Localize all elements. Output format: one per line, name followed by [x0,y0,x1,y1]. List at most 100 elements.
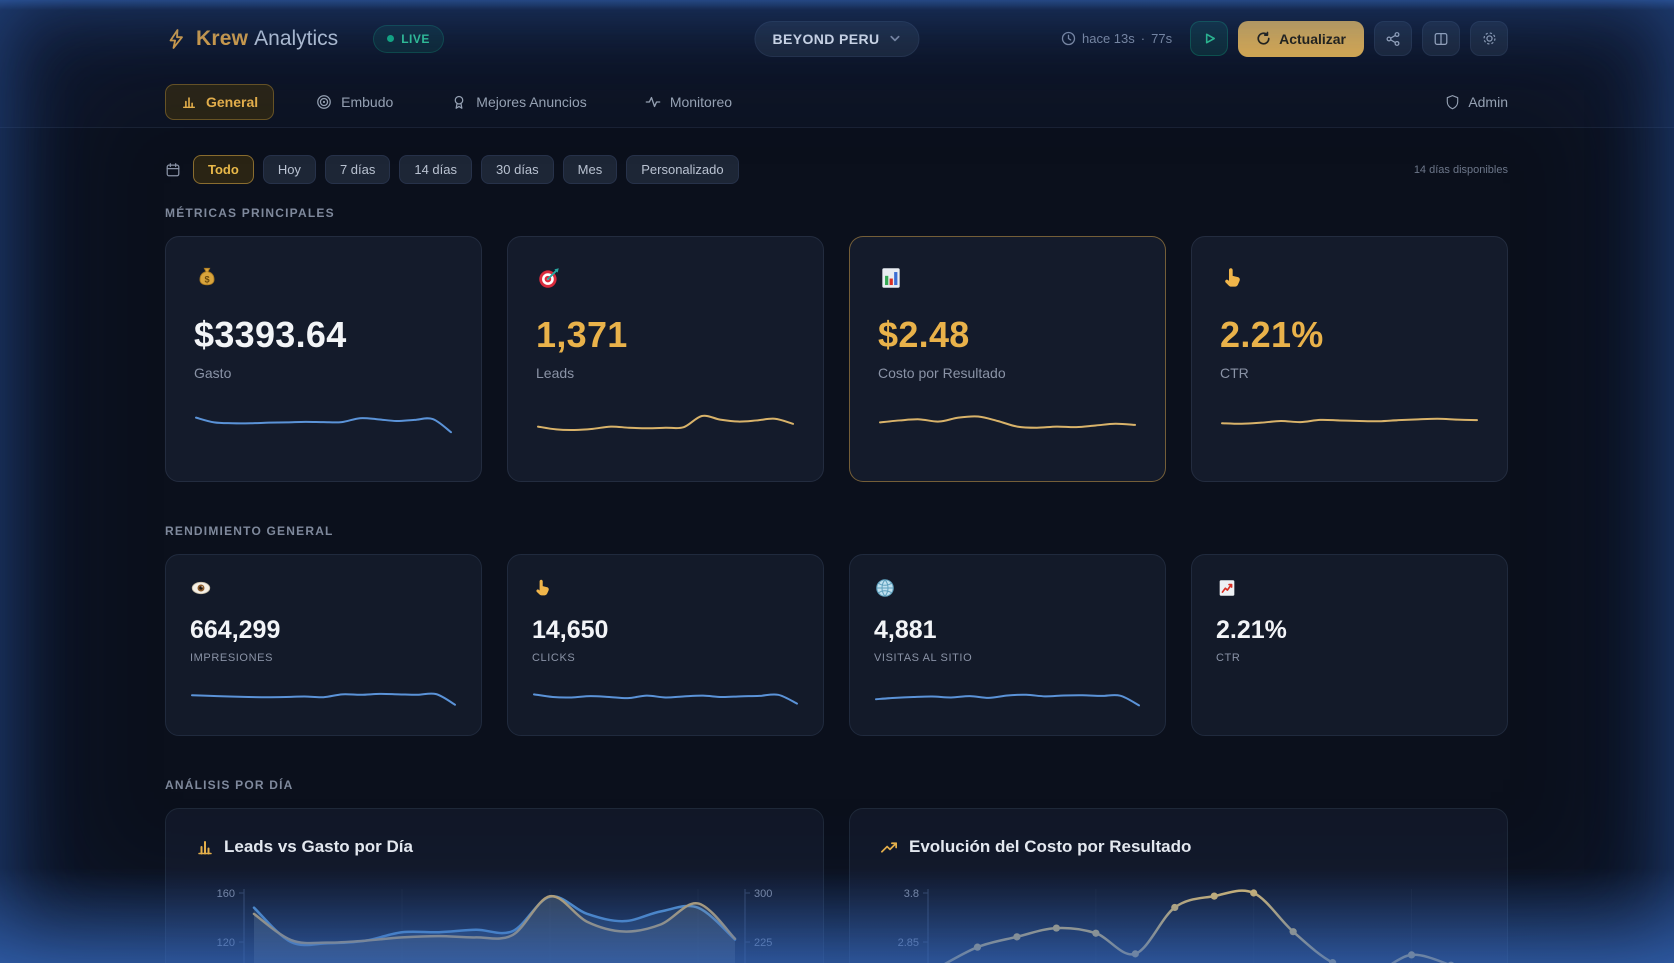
daily-charts-grid: Leads vs Gasto por Día 16012080400300225… [165,808,1508,963]
metric-value: $2.48 [878,314,970,355]
sparkline-chart [874,682,1141,712]
chart-title: Leads vs Gasto por Día [224,837,413,856]
play-button[interactable] [1190,21,1229,56]
metrics-grid: $ $3393.64 Gasto 1,371 Leads $2.48 Cost [165,236,1508,482]
filter-14-dias[interactable]: 14 días [399,155,473,184]
admin-menu[interactable]: Admin [1445,94,1508,110]
live-badge: LIVE [373,24,444,53]
performance-label: CLICKS [532,652,576,664]
target-icon [316,94,332,110]
shield-icon [1445,94,1460,110]
bar-chart-gold-icon [196,838,214,856]
refresh-meta: hace 13s · 77s [1061,31,1172,46]
admin-label: Admin [1468,94,1508,110]
tab-label: General [206,94,259,110]
tab-label: Embudo [341,94,394,110]
svg-text:$: $ [204,275,209,285]
filter-mes[interactable]: Mes [562,155,618,184]
metric-card-costo: $2.48 Costo por Resultado [849,236,1166,482]
refresh-label: Actualizar [1279,30,1346,47]
sparkline-chart [1216,682,1483,712]
interval-text: 77s [1151,31,1173,46]
live-dot-icon [387,35,395,42]
tab-monitoreo[interactable]: Monitoreo [629,84,748,120]
metric-value: 1,371 [536,314,628,355]
pointing-up-icon [1220,265,1246,291]
filter-30-dias[interactable]: 30 días [481,155,554,184]
chart-title: Evolución del Costo por Resultado [909,837,1192,856]
eye-icon [190,577,212,599]
share-button[interactable] [1374,21,1412,56]
meta-separator: · [1140,31,1146,46]
performance-label: IMPRESIONES [190,652,274,664]
metric-label: Gasto [194,365,232,381]
performance-card-impresiones: 664,299 IMPRESIONES [165,554,482,736]
activity-icon [645,94,661,110]
chart-canvas: 16012080400300225150750 [196,883,793,963]
columns-layout-button[interactable] [1422,21,1460,56]
nav-tabs-row: General Embudo Mejores Anuncios Monitore… [0,77,1674,128]
money-bag-icon: $ [194,265,220,291]
performance-value: 664,299 [190,616,281,644]
chart-card-evolucion-costo: Evolución del Costo por Resultado 3.8 2.8… [849,808,1508,963]
filter-personalizado[interactable]: Personalizado [626,155,739,184]
sparkline-chart [532,682,799,712]
tab-mejores-anuncios[interactable]: Mejores Anuncios [435,84,603,120]
clock-icon [1061,31,1076,46]
sparkline-chart [190,682,457,712]
trending-up-icon [880,838,899,857]
tab-embudo[interactable]: Embudo [300,84,409,120]
filter-7-dias[interactable]: 7 días [324,155,391,184]
account-name: BEYOND PERU [772,30,880,47]
chart-up-icon [1216,577,1238,599]
header-actions: hace 13s · 77s Actualizar [1061,20,1508,57]
section-title-metrics: MÉTRICAS PRINCIPALES [165,206,335,220]
performance-card-clicks: 14,650 CLICKS [507,554,824,736]
globe-icon [874,577,896,599]
filter-todo[interactable]: Todo [193,155,254,184]
app-header: Krew Analytics LIVE BEYOND PERU hace 13s… [0,0,1674,77]
section-title-daily: ANÁLISIS POR DÍA [165,778,294,792]
svg-text:160: 160 [217,888,235,900]
performance-grid: 664,299 IMPRESIONES 14,650 CLICKS 4,881 … [165,554,1508,736]
calendar-icon [165,162,181,178]
performance-card-visitas: 4,881 VISITAS AL SITIO [849,554,1166,736]
lightning-icon [165,28,187,50]
brand-name-bold: Krew [196,26,249,50]
tab-general[interactable]: General [165,84,275,120]
performance-value: 4,881 [874,616,937,644]
bar-chart-icon [181,94,197,110]
tab-label: Monitoreo [669,94,733,110]
settings-gear-button[interactable] [1470,21,1508,56]
chart-card-leads-vs-gasto: Leads vs Gasto por Día 16012080400300225… [165,808,824,963]
pointing-up-icon [532,577,554,599]
sparkline-chart [1220,403,1479,439]
tab-label: Mejores Anuncios [476,94,587,110]
performance-label: VISITAS AL SITIO [874,652,973,664]
refresh-icon [1256,31,1271,46]
account-selector[interactable]: BEYOND PERU [754,20,920,57]
sparkline-chart [194,403,453,439]
live-label: LIVE [401,31,430,46]
brand: Krew Analytics LIVE [165,24,444,53]
filter-hoy[interactable]: Hoy [262,155,316,184]
chart-title-row: Leads vs Gasto por Día [196,837,793,857]
sparkline-chart [536,403,795,439]
dart-target-icon [536,265,562,291]
bar-chart-emoji-icon [878,265,904,291]
refresh-button[interactable]: Actualizar [1238,20,1364,57]
brand-name-regular: Analytics [254,26,339,50]
metric-label: Costo por Resultado [878,365,1006,381]
metric-value: 2.21% [1220,314,1324,355]
award-icon [451,94,467,110]
metric-label: CTR [1220,365,1249,381]
chevron-down-icon [889,32,902,45]
metric-card-leads: 1,371 Leads [507,236,824,482]
main-content: Todo Hoy 7 días 14 días 30 días Mes Pers… [0,155,1674,963]
svg-text:225: 225 [754,937,772,949]
metric-value: $3393.64 [194,314,347,355]
section-title-performance: RENDIMIENTO GENERAL [165,524,334,538]
performance-card-ctr: 2.21% CTR [1191,554,1508,736]
last-update-text: hace 13s [1082,31,1135,46]
performance-value: 2.21% [1216,616,1287,644]
